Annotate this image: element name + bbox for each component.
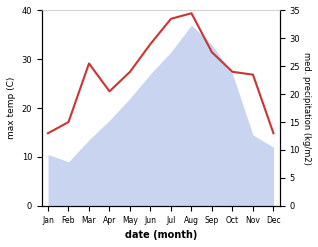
Y-axis label: max temp (C): max temp (C) [7, 77, 16, 139]
X-axis label: date (month): date (month) [125, 230, 197, 240]
Y-axis label: med. precipitation (kg/m2): med. precipitation (kg/m2) [302, 52, 311, 165]
